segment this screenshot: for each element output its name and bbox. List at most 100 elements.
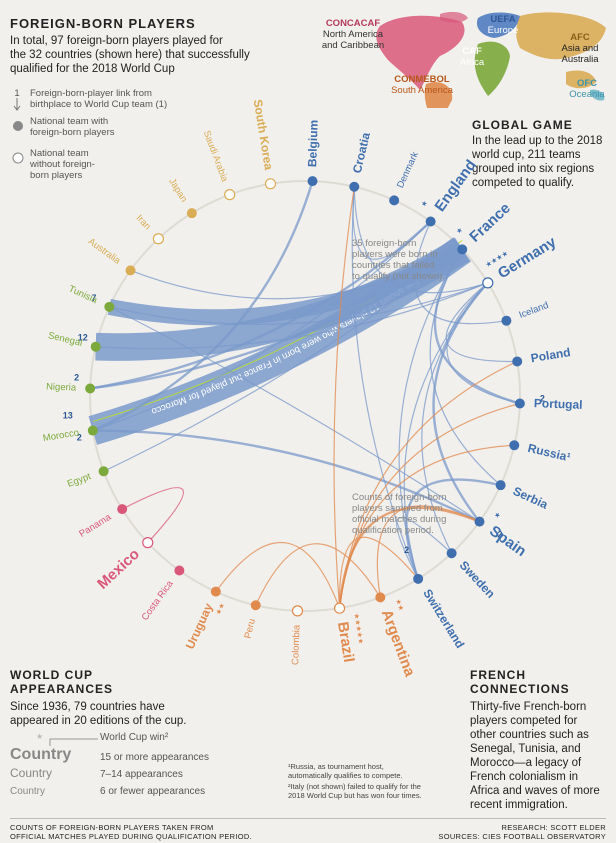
label-costa-rica[interactable]: Costa Rica — [140, 578, 176, 623]
label-sweden[interactable]: Sweden — [457, 558, 498, 601]
link-france-to-nigeria — [89, 248, 463, 390]
main-title: FOREIGN-BORN PLAYERS — [10, 16, 196, 31]
node-switzerland[interactable] — [413, 573, 424, 584]
link-england-to-morocco — [92, 221, 432, 432]
label-poland[interactable]: Poland — [530, 345, 572, 365]
footer-left: COUNTS OF FOREIGN-BORN PLAYERS TAKEN FRO… — [10, 823, 253, 841]
node-belgium[interactable] — [307, 176, 318, 187]
node-australia[interactable] — [125, 265, 136, 276]
label-argentina[interactable]: Argentina — [378, 607, 419, 679]
label-serbia[interactable]: Serbia — [511, 484, 550, 512]
node-iran[interactable] — [152, 233, 164, 245]
link-spain-to-morocco — [92, 429, 481, 523]
link-legend-number: 1 — [14, 88, 20, 99]
failed-annotation: 35 foreign-born players were born in count… — [352, 238, 445, 282]
australia-shape — [566, 70, 596, 89]
label-spain[interactable]: Spain — [486, 522, 529, 560]
label-egypt[interactable]: Egypt — [66, 471, 93, 490]
node-england[interactable] — [425, 216, 436, 227]
node-france[interactable] — [457, 244, 468, 255]
french-title: FRENCH CONNECTIONS — [470, 668, 570, 696]
node-poland[interactable] — [512, 356, 523, 367]
label-uruguay[interactable]: Uruguay — [183, 601, 216, 651]
node-uruguay[interactable] — [210, 586, 221, 597]
label-nigeria[interactable]: Nigeria — [46, 381, 77, 393]
node-argentina[interactable] — [375, 592, 386, 603]
label-iceland[interactable]: Iceland — [518, 300, 551, 321]
node-colombia[interactable] — [291, 605, 304, 617]
node-costa-rica[interactable] — [174, 565, 185, 576]
label-south-korea[interactable]: South Korea — [251, 98, 276, 171]
region-caf: CAF Africa — [459, 46, 485, 68]
node-iceland[interactable] — [501, 315, 512, 326]
node-morocco[interactable] — [87, 425, 98, 436]
africa-shape — [474, 41, 510, 96]
link-germany-to-senegal — [95, 282, 489, 350]
node-brazil[interactable] — [333, 602, 346, 614]
label-tunisia[interactable]: Tunisia — [67, 283, 100, 306]
label-switzerland[interactable]: Switzerland — [420, 587, 467, 651]
hollow-dot-icon — [12, 152, 24, 164]
label-morocco[interactable]: Morocco — [42, 427, 80, 444]
label-panama[interactable]: Panama — [77, 511, 113, 539]
node-senegal[interactable] — [90, 341, 101, 352]
world-map — [376, 11, 606, 108]
node-portugal[interactable] — [514, 398, 525, 409]
label-denmark[interactable]: Denmark — [395, 150, 421, 190]
south-america-shape — [424, 82, 453, 108]
appearances-text: Since 1936, 79 countries have appeared in… — [10, 701, 187, 727]
flow-count-label: 2 — [497, 530, 502, 540]
label-saudi-arabia[interactable]: Saudi Arabia — [201, 129, 230, 184]
label-belgium[interactable]: Belgium — [305, 120, 321, 168]
diagram-ring — [89, 180, 521, 612]
node-croatia[interactable] — [349, 181, 360, 192]
label-japan[interactable]: Japan — [166, 176, 189, 204]
label-portugal[interactable]: Portugal — [534, 396, 583, 412]
node-mexico[interactable] — [142, 537, 154, 549]
link-brazil-to-croatia — [333, 186, 355, 609]
label-england[interactable]: England — [431, 157, 479, 215]
node-peru[interactable] — [250, 600, 261, 611]
label-mexico[interactable]: Mexico — [94, 546, 143, 593]
link-france-to-egypt — [103, 248, 463, 472]
label-australia[interactable]: Australia — [86, 236, 123, 267]
link-arrow-icon — [13, 98, 21, 111]
node-egypt[interactable] — [98, 466, 109, 477]
node-germany[interactable] — [482, 277, 494, 289]
region-conmebol: CONMEBOL South America — [391, 74, 453, 96]
node-sweden[interactable] — [446, 548, 457, 559]
intro-text: In total, 97 foreign-born players played… — [10, 35, 250, 75]
greenland-shape — [440, 11, 468, 23]
stars-spain: ★ — [492, 510, 502, 520]
node-saudi-arabia[interactable] — [224, 189, 236, 201]
node-denmark[interactable] — [389, 195, 400, 206]
node-panama[interactable] — [117, 504, 128, 515]
region-ofc: OFC Oceania — [569, 78, 605, 100]
link-brazil-to-poland — [338, 360, 518, 609]
flow-count-label: 7 — [91, 293, 96, 303]
label-russia[interactable]: Russia¹ — [526, 441, 571, 465]
label-brazil[interactable]: Brazil — [334, 621, 357, 664]
node-russia[interactable] — [509, 440, 520, 451]
node-tunisia[interactable] — [104, 301, 115, 312]
global-game-title: GLOBAL GAME — [472, 118, 573, 132]
node-serbia[interactable] — [495, 480, 506, 491]
link-france-to-australia — [130, 248, 463, 300]
link-sweden-to-switzerland — [396, 516, 453, 580]
node-south-korea[interactable] — [264, 178, 277, 190]
label-france[interactable]: France — [466, 200, 514, 246]
footnotes: ¹Russia, as tournament host, automaticall… — [288, 762, 422, 800]
link-brazil-to-switzerland — [338, 536, 419, 609]
region-uefa: UEFA Europe — [487, 14, 519, 36]
label-iran[interactable]: Iran — [134, 213, 153, 232]
node-spain[interactable] — [474, 516, 485, 527]
flow-count-label: 2 — [74, 372, 79, 382]
node-japan[interactable] — [186, 208, 197, 219]
link-germany-to-croatia — [353, 186, 489, 294]
label-colombia[interactable]: Colombia — [290, 624, 302, 665]
region-concacaf: CONCACAF North America and Caribbean — [321, 18, 385, 51]
label-croatia[interactable]: Croatia — [350, 131, 373, 175]
node-nigeria[interactable] — [85, 383, 96, 394]
label-peru[interactable]: Peru — [243, 618, 258, 640]
link-argentina-to-peru — [255, 543, 381, 606]
